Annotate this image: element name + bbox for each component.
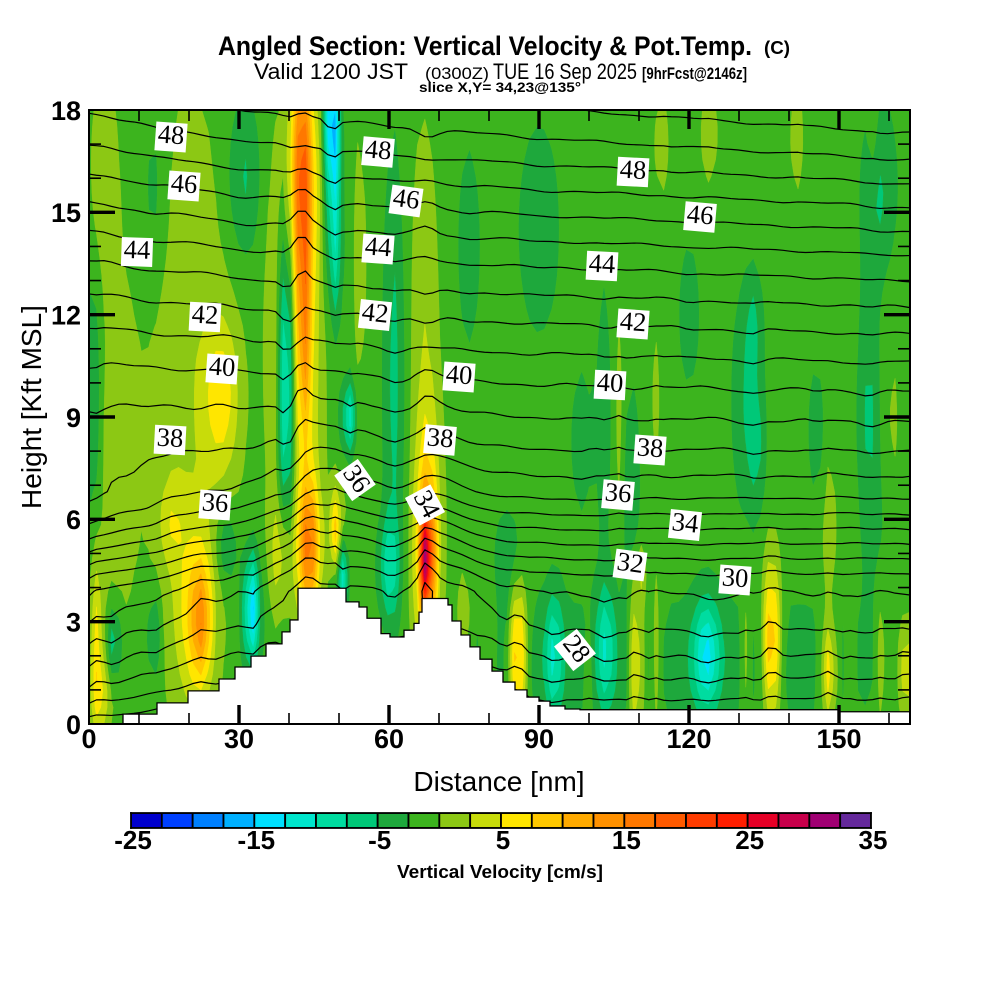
- svg-text:25: 25: [735, 825, 764, 855]
- svg-text:15: 15: [51, 198, 81, 228]
- svg-text:6: 6: [66, 505, 81, 535]
- svg-text:Valid 1200 JST: Valid 1200 JST: [254, 59, 408, 84]
- svg-text:12: 12: [51, 301, 81, 331]
- svg-text:38: 38: [156, 422, 184, 453]
- svg-text:TUE 16 Sep 2025: TUE 16 Sep 2025: [493, 59, 637, 84]
- svg-text:-25: -25: [114, 825, 152, 855]
- svg-text:150: 150: [816, 724, 861, 754]
- svg-text:38: 38: [636, 431, 665, 463]
- svg-text:0: 0: [66, 710, 81, 740]
- svg-text:44: 44: [123, 234, 151, 265]
- svg-text:32: 32: [615, 546, 645, 579]
- svg-text:38: 38: [426, 421, 455, 453]
- svg-text:42: 42: [361, 296, 390, 329]
- svg-text:46: 46: [391, 182, 421, 215]
- svg-text:60: 60: [374, 724, 404, 754]
- svg-text:36: 36: [201, 486, 230, 518]
- svg-text:slice X,Y= 34,23@135°: slice X,Y= 34,23@135°: [419, 79, 581, 95]
- svg-text:9: 9: [66, 403, 81, 433]
- svg-text:30: 30: [224, 724, 254, 754]
- svg-text:48: 48: [364, 133, 393, 165]
- svg-text:34: 34: [671, 506, 700, 539]
- svg-text:40: 40: [445, 358, 474, 390]
- svg-text:Distance [nm]: Distance [nm]: [413, 766, 584, 797]
- svg-text:-5: -5: [368, 825, 391, 855]
- svg-text:42: 42: [191, 299, 219, 330]
- svg-text:18: 18: [51, 96, 81, 126]
- svg-text:Height [Kft MSL]: Height [Kft MSL]: [16, 305, 47, 509]
- svg-text:5: 5: [496, 825, 510, 855]
- svg-text:15: 15: [612, 825, 641, 855]
- svg-text:Vertical Velocity [cm/s]: Vertical Velocity [cm/s]: [397, 862, 603, 882]
- svg-text:40: 40: [208, 350, 237, 382]
- svg-text:Angled Section: Vertical Veloc: Angled Section: Vertical Velocity & Pot.…: [218, 31, 752, 61]
- svg-text:(0300Z): (0300Z): [425, 64, 489, 83]
- svg-text:90: 90: [524, 724, 554, 754]
- svg-text:48: 48: [619, 154, 647, 185]
- svg-text:35: 35: [859, 825, 888, 855]
- svg-text:44: 44: [364, 230, 393, 262]
- svg-text:48: 48: [157, 118, 186, 150]
- svg-text:46: 46: [686, 198, 715, 230]
- svg-text:42: 42: [619, 305, 648, 337]
- svg-text:[9hrFcst@2146z]: [9hrFcst@2146z]: [642, 64, 747, 83]
- svg-text:-15: -15: [238, 825, 276, 855]
- svg-text:30: 30: [721, 561, 750, 593]
- svg-text:36: 36: [604, 476, 633, 508]
- svg-text:44: 44: [588, 248, 616, 279]
- svg-text:40: 40: [596, 367, 624, 398]
- svg-text:(C): (C): [764, 38, 790, 58]
- svg-text:0: 0: [81, 724, 96, 754]
- svg-text:120: 120: [666, 724, 711, 754]
- svg-text:3: 3: [66, 608, 81, 638]
- svg-text:46: 46: [170, 167, 199, 199]
